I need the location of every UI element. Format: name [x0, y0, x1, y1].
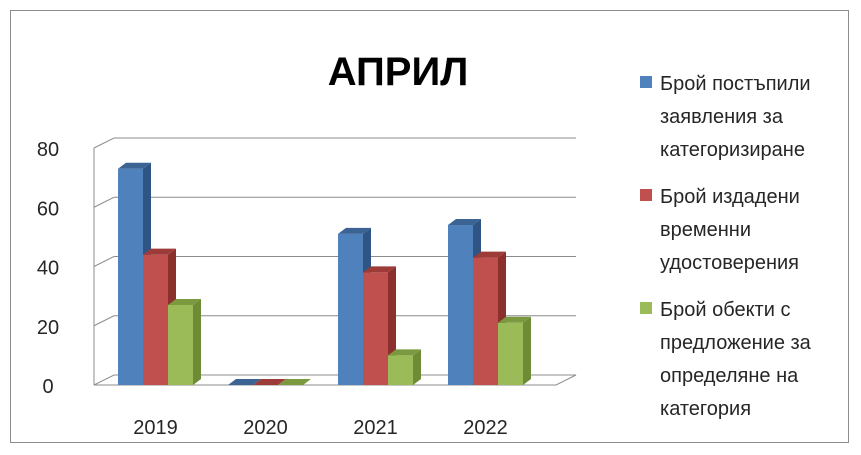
- bar-top: [498, 316, 531, 323]
- bar-top: [118, 162, 151, 169]
- bar-top: [168, 299, 201, 306]
- y-tick-label: 60: [37, 198, 59, 220]
- bar-top: [388, 349, 421, 356]
- gridline: [93, 196, 576, 208]
- y-tick-label: 80: [37, 139, 59, 161]
- y-tick-label: 40: [37, 258, 59, 280]
- bar-front: [388, 355, 413, 385]
- x-tick-label: 2021: [353, 417, 398, 439]
- bar-front: [118, 168, 143, 385]
- x-tick-label: 2019: [133, 417, 178, 439]
- bar-top: [228, 379, 261, 385]
- bar-top: [143, 248, 176, 255]
- legend-label-2: Брой издадени временни удостоверения: [660, 186, 800, 274]
- bar-front: [168, 305, 193, 385]
- bar: [448, 219, 481, 385]
- bar-top: [278, 379, 311, 385]
- bar: [143, 248, 176, 385]
- legend-item-1: Брой постъпили заявления за категоризира…: [640, 68, 850, 167]
- bar-top: [448, 219, 481, 226]
- bar: [388, 349, 421, 385]
- legend-item-3: Брой обекти с предложение за определяне …: [640, 294, 850, 426]
- gridline: [93, 315, 576, 327]
- gridlines: [93, 137, 576, 327]
- bar-front: [473, 257, 498, 385]
- bar: [228, 379, 261, 385]
- bar-front: [338, 233, 363, 385]
- bar-front: [448, 225, 473, 385]
- bar: [278, 379, 311, 385]
- bar-side: [413, 349, 421, 385]
- bar: [253, 379, 286, 385]
- bar: [498, 316, 531, 385]
- chart-title: АПРИЛ: [328, 50, 469, 94]
- legend: Брой постъпили заявления за категоризира…: [640, 68, 850, 440]
- bar: [363, 266, 396, 385]
- legend-label-3: Брой обекти с предложение за определяне …: [660, 299, 811, 420]
- bar: [473, 251, 506, 385]
- legend-swatch-1: [640, 76, 652, 88]
- y-tick-label: 20: [37, 317, 59, 339]
- bar-top: [473, 251, 506, 258]
- bars: [118, 162, 531, 385]
- legend-item-2: Брой издадени временни удостоверения: [640, 181, 850, 280]
- gridline: [93, 256, 576, 267]
- y-tick-label: 0: [42, 376, 53, 398]
- legend-swatch-2: [640, 189, 652, 201]
- bar-top: [338, 227, 371, 234]
- bar-top: [363, 266, 396, 273]
- gridline: [93, 137, 576, 149]
- x-tick-label: 2020: [243, 417, 288, 439]
- bar-front: [498, 322, 523, 385]
- bar-front: [363, 272, 388, 385]
- bar-side: [193, 299, 201, 385]
- bar-side: [523, 316, 531, 385]
- x-axis: 2019 2020 2021 2022: [133, 417, 508, 439]
- bar: [168, 299, 201, 385]
- legend-label-1: Брой постъпили заявления за категоризира…: [660, 73, 811, 161]
- legend-swatch-3: [640, 302, 652, 314]
- x-tick-label: 2022: [463, 417, 508, 439]
- bar-top: [253, 379, 286, 385]
- bar-front: [143, 254, 168, 385]
